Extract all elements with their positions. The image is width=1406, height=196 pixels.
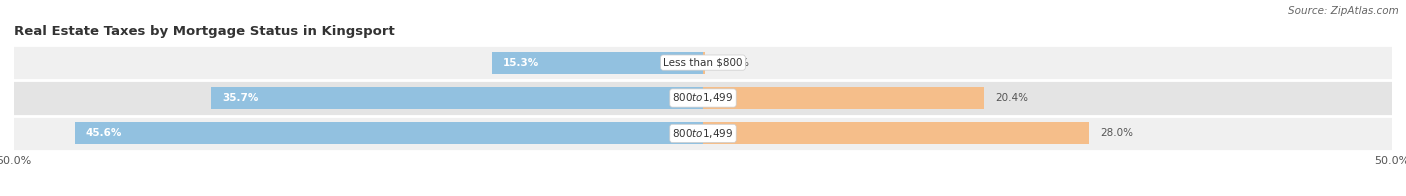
Text: $800 to $1,499: $800 to $1,499 [672, 92, 734, 104]
Bar [703, 52, 704, 74]
Text: Less than $800: Less than $800 [664, 58, 742, 68]
Text: 20.4%: 20.4% [995, 93, 1028, 103]
Text: Source: ZipAtlas.com: Source: ZipAtlas.com [1288, 6, 1399, 16]
Text: 45.6%: 45.6% [86, 128, 122, 138]
Text: 35.7%: 35.7% [222, 93, 259, 103]
Text: Real Estate Taxes by Mortgage Status in Kingsport: Real Estate Taxes by Mortgage Status in … [14, 25, 395, 38]
Bar [703, 87, 984, 109]
Text: 15.3%: 15.3% [503, 58, 540, 68]
Bar [211, 87, 703, 109]
Bar [703, 122, 1088, 144]
Bar [14, 116, 1392, 151]
Text: 28.0%: 28.0% [1099, 128, 1133, 138]
Bar [14, 80, 1392, 116]
Bar [75, 122, 703, 144]
Text: $800 to $1,499: $800 to $1,499 [672, 127, 734, 140]
Bar [14, 45, 1392, 80]
Bar [492, 52, 703, 74]
Text: 0.15%: 0.15% [716, 58, 749, 68]
